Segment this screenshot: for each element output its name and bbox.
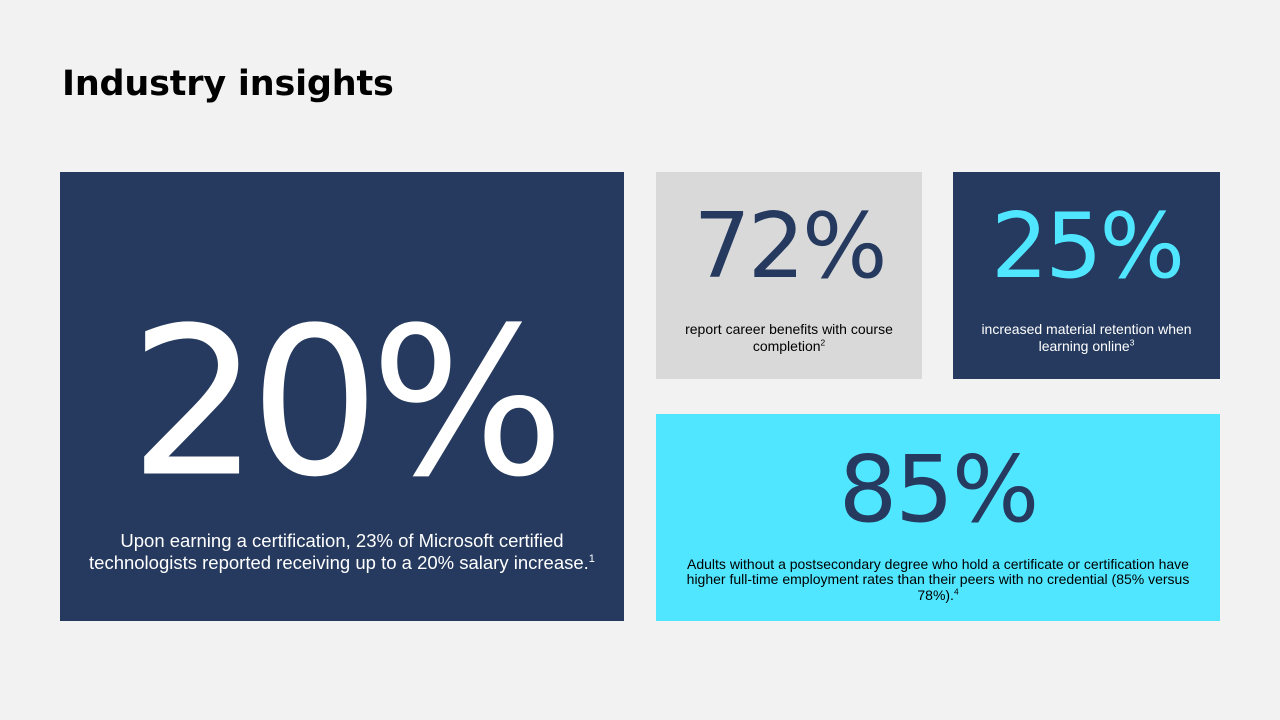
stat-value: 20%	[129, 284, 565, 523]
footnote-marker: 4	[953, 586, 959, 597]
stat-description-text: Adults without a postsecondary degree wh…	[686, 556, 1190, 603]
footnote-marker: 2	[820, 337, 826, 348]
stat-description: report career benefits with course compl…	[656, 321, 922, 355]
stat-card-employment: 85% Adults without a postsecondary degre…	[656, 414, 1220, 621]
stat-value: 25%	[990, 194, 1185, 299]
stat-description-text: increased material retention when learni…	[981, 321, 1192, 354]
stat-description-text: Upon earning a certification, 23% of Mic…	[89, 530, 589, 574]
stat-card-salary: 20% Upon earning a certification, 23% of…	[60, 172, 624, 621]
stat-description: Adults without a postsecondary degree wh…	[656, 556, 1220, 603]
stat-card-career-benefits: 72% report career benefits with course c…	[656, 172, 922, 379]
stat-card-retention: 25% increased material retention when le…	[953, 172, 1220, 379]
stat-description: Upon earning a certification, 23% of Mic…	[60, 530, 624, 574]
stat-value: 72%	[693, 194, 887, 299]
page-title: Industry insights	[62, 64, 394, 104]
stat-description: increased material retention when learni…	[953, 321, 1220, 355]
stat-value: 85%	[838, 436, 1039, 543]
footnote-marker: 3	[1129, 337, 1135, 348]
stat-description-text: report career benefits with course compl…	[685, 321, 893, 354]
footnote-marker: 1	[588, 553, 595, 566]
